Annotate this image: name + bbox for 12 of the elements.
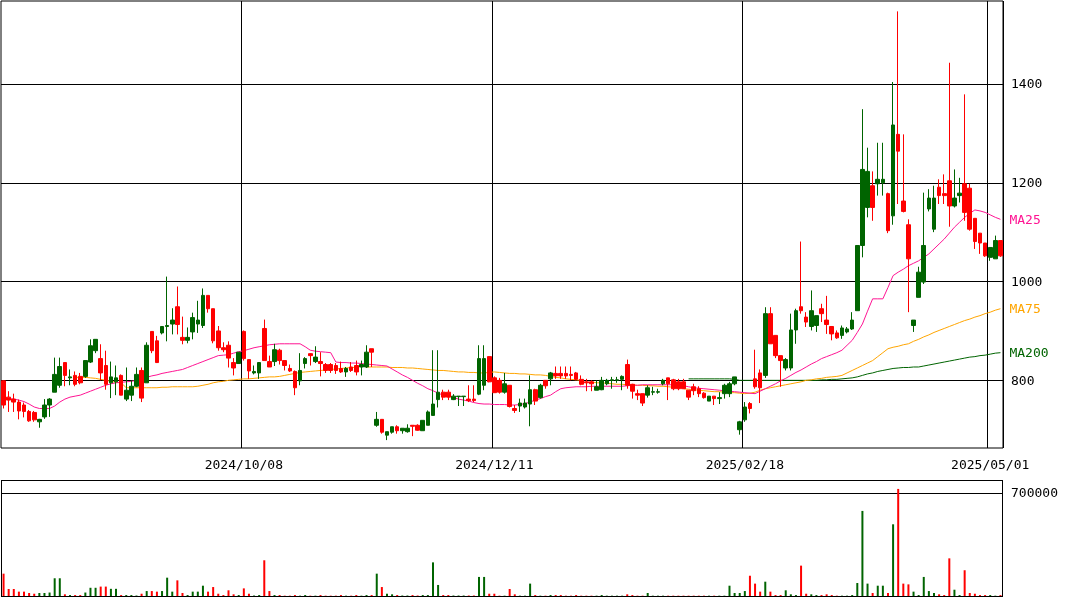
series-label: MA200 (1009, 345, 1049, 361)
series-label: MA25 (1009, 211, 1041, 227)
y-tick-label: 1000 (1011, 274, 1043, 290)
x-tick-label: 2024/10/08 (204, 457, 283, 472)
y-tick-label: 1400 (1011, 76, 1043, 92)
x-tick-label: 2024/12/11 (455, 457, 534, 472)
x-tick-label: 2025/02/18 (705, 457, 784, 472)
y-tick-label: 800 (1011, 372, 1035, 388)
y-tick-label: 1200 (1011, 175, 1043, 191)
series-label: MA75 (1009, 301, 1041, 317)
x-tick-label: 2025/05/01 (951, 457, 1030, 472)
y-tick-label: 700000 (1011, 485, 1058, 501)
